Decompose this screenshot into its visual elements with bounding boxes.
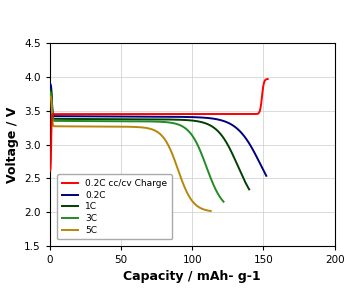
0.2C cc/cv Charge bbox=[259, 101, 263, 105]
0.2C cc/cv Charge bbox=[148, 112, 152, 116]
0.2C bbox=[153, 115, 157, 118]
3C bbox=[127, 120, 132, 123]
1C bbox=[241, 177, 245, 180]
5C bbox=[204, 208, 208, 212]
0.2C cc/cv Charge bbox=[48, 170, 52, 173]
5C bbox=[174, 164, 179, 167]
5C bbox=[48, 94, 52, 98]
0.2C cc/cv Charge bbox=[266, 77, 270, 81]
3C bbox=[216, 193, 221, 196]
1C bbox=[58, 117, 62, 121]
Line: 0.2C: 0.2C bbox=[50, 84, 266, 176]
0.2C cc/cv Charge bbox=[259, 100, 264, 104]
1C bbox=[139, 118, 144, 121]
0.2C bbox=[48, 82, 52, 86]
0.2C bbox=[258, 162, 262, 165]
0.2C bbox=[258, 162, 262, 165]
1C bbox=[205, 122, 209, 125]
5C bbox=[209, 209, 213, 213]
0.2C bbox=[218, 118, 222, 122]
X-axis label: Capacity / mAh- g-1: Capacity / mAh- g-1 bbox=[124, 271, 261, 284]
0.2C bbox=[147, 115, 152, 118]
3C bbox=[132, 120, 137, 123]
3C bbox=[48, 90, 52, 94]
0.2C cc/cv Charge bbox=[59, 112, 63, 116]
Line: 3C: 3C bbox=[50, 92, 224, 202]
0.2C cc/cv Charge bbox=[219, 112, 223, 116]
1C bbox=[241, 176, 245, 180]
Y-axis label: Voltage / V: Voltage / V bbox=[6, 106, 19, 183]
Line: 0.2C cc/cv Charge: 0.2C cc/cv Charge bbox=[50, 79, 268, 171]
0.2C bbox=[264, 174, 268, 177]
1C bbox=[247, 188, 251, 191]
3C bbox=[57, 119, 61, 123]
0.2C cc/cv Charge bbox=[154, 112, 158, 116]
5C bbox=[56, 125, 60, 128]
3C bbox=[216, 193, 221, 197]
5C bbox=[204, 208, 208, 212]
5C bbox=[122, 125, 126, 128]
Line: 5C: 5C bbox=[50, 96, 211, 211]
3C bbox=[222, 200, 226, 203]
Legend: 0.2C cc/cv Charge, 0.2C, 1C, 3C, 5C: 0.2C cc/cv Charge, 0.2C, 1C, 3C, 5C bbox=[57, 175, 172, 239]
1C bbox=[145, 118, 149, 121]
Line: 1C: 1C bbox=[50, 89, 249, 189]
0.2C bbox=[59, 114, 63, 118]
3C bbox=[184, 127, 189, 131]
1C bbox=[48, 88, 52, 91]
5C bbox=[126, 125, 130, 129]
